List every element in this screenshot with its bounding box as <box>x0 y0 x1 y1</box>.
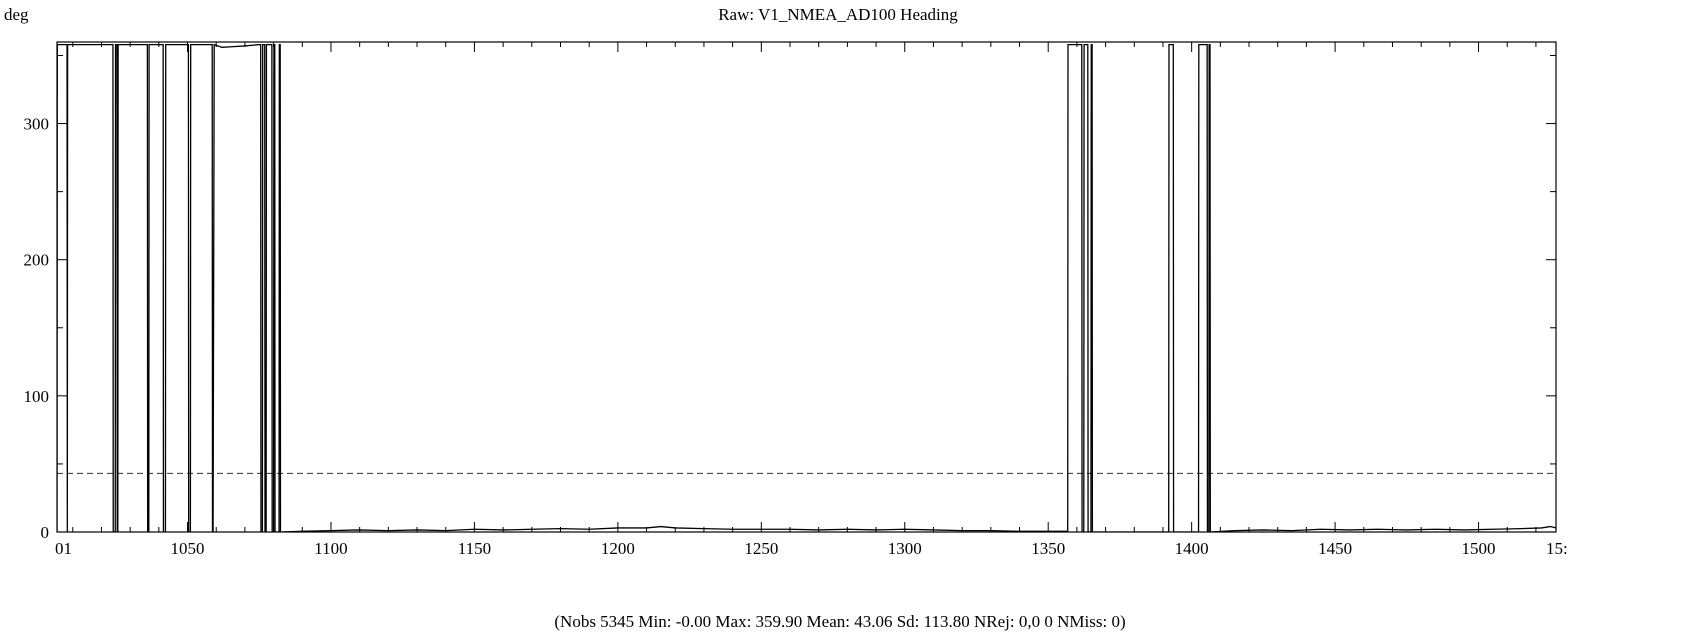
x-tick-label: 1350 <box>1031 539 1065 558</box>
y-tick-label: 300 <box>24 115 50 134</box>
x-tick-label: 1500 <box>1462 539 1496 558</box>
x-tick-label: 1300 <box>888 539 922 558</box>
x-tick-label: 1250 <box>744 539 778 558</box>
x-tick-label: 1050 <box>171 539 205 558</box>
x-tick-label: 01 <box>55 539 72 558</box>
chart-title: Raw: V1_NMEA_AD100 Heading <box>718 5 958 24</box>
x-tick-label: 1400 <box>1175 539 1209 558</box>
x-tick-label: 1200 <box>601 539 635 558</box>
y-tick-label: 0 <box>41 523 50 542</box>
y-tick-label: 100 <box>24 387 50 406</box>
x-tick-label: 1150 <box>458 539 491 558</box>
x-tick-label: 1100 <box>314 539 347 558</box>
plot-frame <box>56 41 1557 533</box>
plot-area: 0 100 200 300 01 1050 1100 1150 1200 1250 1300 1350… <box>24 41 1568 558</box>
y-axis-unit-label: deg <box>4 5 29 24</box>
chart-statistics-footer: (Nobs 5345 Min: -0.00 Max: 359.90 Mean: … <box>554 612 1125 631</box>
heading-series-line <box>57 43 1556 532</box>
y-tick-label: 200 <box>24 251 50 270</box>
x-tick-label: 15: <box>1546 539 1568 558</box>
x-tick-label: 1450 <box>1318 539 1352 558</box>
